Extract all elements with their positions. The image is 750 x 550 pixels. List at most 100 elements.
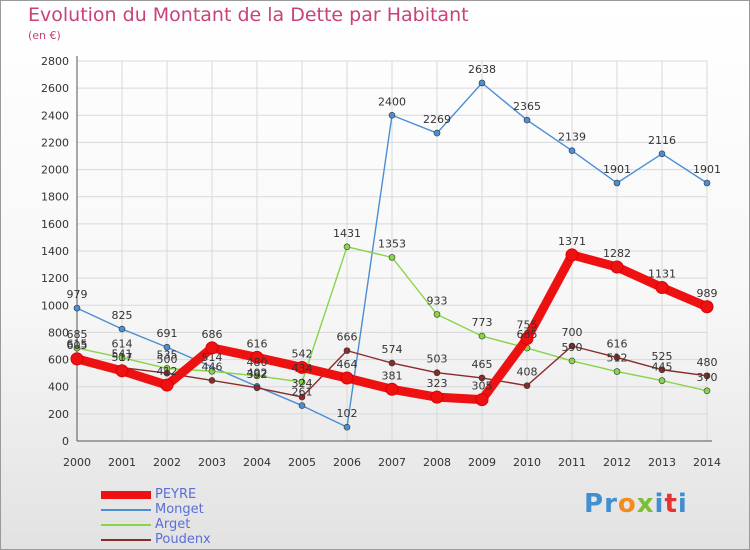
data-label-monget: 2365 — [513, 100, 541, 113]
data-label-monget: 102 — [337, 407, 358, 420]
data-point-peyre — [160, 378, 174, 392]
data-label-arget: 434 — [292, 362, 313, 375]
data-point-monget — [658, 150, 666, 158]
data-point-peyre — [70, 352, 84, 366]
data-label-peyre: 323 — [427, 377, 448, 390]
data-label-monget: 2638 — [468, 63, 496, 76]
data-point-monget — [73, 304, 81, 312]
data-point-monget — [613, 179, 621, 187]
data-label-peyre: 605 — [67, 339, 88, 352]
legend-item-arget: Arget — [101, 517, 261, 532]
data-label-monget: 825 — [112, 309, 133, 322]
data-label-arget: 1353 — [378, 237, 406, 250]
legend-item-monget: Monget — [101, 502, 261, 517]
data-point-arget — [73, 344, 81, 352]
x-tick-label: 2013 — [648, 456, 676, 469]
data-point-arget — [208, 367, 216, 375]
data-point-monget — [343, 423, 351, 431]
data-point-peyre — [295, 360, 309, 374]
data-label-monget: 2269 — [423, 113, 451, 126]
data-label-poudenx: 525 — [652, 350, 673, 363]
data-point-poudenx — [388, 359, 396, 367]
data-label-poudenx: 500 — [157, 353, 178, 366]
data-point-peyre — [475, 393, 489, 407]
legend-swatch — [101, 509, 151, 511]
y-tick-label: 200 — [48, 408, 69, 421]
data-label-poudenx: 666 — [337, 331, 358, 344]
data-point-peyre — [340, 371, 354, 385]
data-label-arget: 614 — [112, 338, 133, 351]
legend-swatch — [101, 524, 151, 526]
unit-label: (en €) — [28, 29, 61, 42]
data-point-poudenx — [523, 382, 531, 389]
x-tick-label: 2003 — [198, 456, 226, 469]
data-label-arget: 535 — [157, 348, 178, 361]
legend-item-peyre: PEYRE — [101, 487, 261, 502]
data-label-peyre: 1282 — [603, 247, 631, 260]
data-point-peyre — [565, 248, 579, 262]
logo-letter: i — [677, 489, 688, 519]
data-point-monget — [523, 116, 531, 124]
legend-item-poudenx: Poudenx — [101, 532, 261, 547]
data-label-peyre: 989 — [697, 287, 718, 300]
legend-swatch — [101, 539, 151, 541]
data-label-arget: 773 — [472, 316, 493, 329]
data-point-poudenx — [343, 347, 351, 354]
data-point-peyre — [385, 382, 399, 396]
data-point-monget — [703, 179, 711, 187]
data-label-arget: 685 — [517, 328, 538, 341]
x-tick-label: 2009 — [468, 456, 496, 469]
data-point-peyre — [205, 341, 219, 355]
x-tick-label: 2006 — [333, 456, 361, 469]
data-point-arget — [118, 354, 126, 361]
data-point-poudenx — [658, 366, 666, 374]
legend-label: Poudenx — [155, 532, 211, 547]
y-tick-label: 2200 — [41, 136, 69, 149]
data-point-poudenx — [703, 372, 711, 380]
data-label-peyre: 517 — [112, 351, 133, 364]
data-point-arget — [478, 332, 486, 340]
data-point-poudenx — [433, 369, 441, 377]
data-point-monget — [478, 79, 486, 87]
data-label-arget: 1431 — [333, 227, 361, 240]
y-tick-label: 1200 — [41, 272, 69, 285]
y-tick-label: 1000 — [41, 299, 69, 312]
data-point-peyre — [700, 300, 714, 314]
y-tick-label: 1800 — [41, 191, 69, 204]
x-tick-label: 2011 — [558, 456, 586, 469]
legend-swatch — [101, 491, 151, 499]
x-tick-label: 2000 — [63, 456, 91, 469]
data-label-peyre: 1371 — [558, 235, 586, 248]
data-point-peyre — [655, 281, 669, 295]
logo-letter: o — [617, 489, 637, 519]
data-label-poudenx: 700 — [562, 326, 583, 339]
data-label-monget: 2116 — [648, 134, 676, 147]
data-point-monget — [163, 343, 171, 351]
data-point-monget — [388, 111, 396, 119]
x-tick-label: 2007 — [378, 456, 406, 469]
logo-letter: i — [654, 489, 665, 519]
data-label-monget: 1901 — [693, 163, 721, 176]
data-point-arget — [658, 377, 666, 384]
data-label-poudenx: 541 — [112, 348, 133, 361]
data-label-poudenx: 465 — [472, 358, 493, 371]
data-point-peyre — [520, 332, 534, 346]
data-point-monget — [298, 402, 306, 409]
legend-label: Monget — [155, 502, 204, 517]
data-label-poudenx: 446 — [202, 360, 223, 373]
data-label-monget: 2400 — [378, 95, 406, 108]
data-point-arget — [703, 387, 711, 395]
data-point-peyre — [115, 364, 129, 378]
data-label-monget: 2139 — [558, 131, 586, 144]
data-point-poudenx — [478, 374, 486, 382]
legend-label: PEYRE — [155, 487, 197, 502]
data-label-arget: 685 — [67, 328, 88, 341]
y-tick-label: 1400 — [41, 245, 69, 258]
data-label-arget: 933 — [427, 294, 448, 307]
data-label-poudenx: 408 — [517, 366, 538, 379]
data-label-peyre: 305 — [472, 380, 493, 393]
data-label-arget: 512 — [607, 352, 628, 365]
data-point-arget — [343, 243, 351, 251]
data-point-arget — [298, 378, 306, 386]
